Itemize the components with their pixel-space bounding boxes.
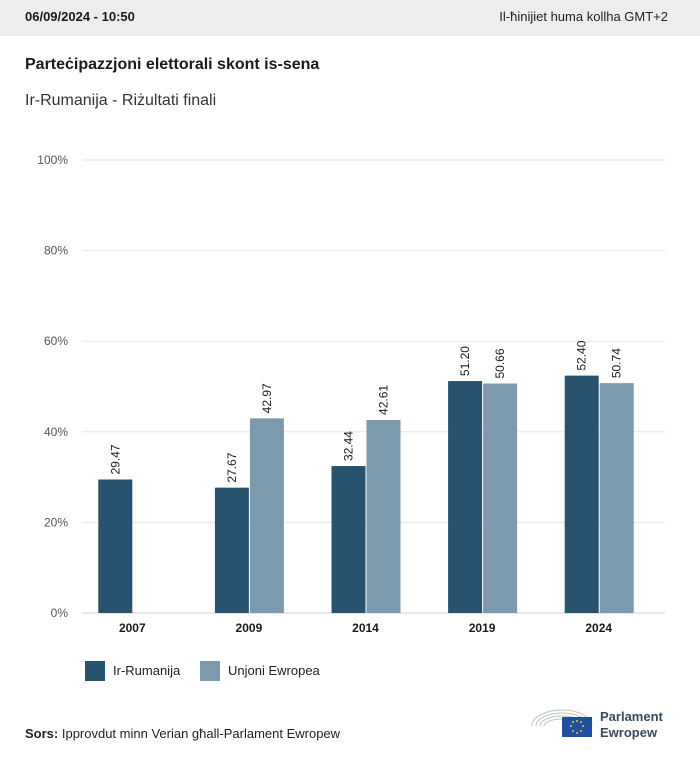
- x-tick-label: 2009: [236, 621, 263, 635]
- data-label: 32.44: [342, 431, 356, 461]
- timezone-note: Il-ħinijiet huma kollha GMT+2: [499, 9, 668, 24]
- bar: [366, 419, 401, 613]
- ep-logo: Parlament Ewropew: [528, 700, 678, 742]
- chart-title: Parteċipazzjoni elettorali skont is-sena: [25, 56, 320, 73]
- y-tick-label: 0%: [51, 606, 69, 620]
- bar: [564, 375, 599, 613]
- data-label: 50.66: [493, 348, 507, 378]
- legend-label-eu: Unjoni Ewropea: [228, 663, 320, 678]
- data-label: 29.47: [108, 444, 122, 474]
- y-tick-label: 20%: [44, 515, 68, 529]
- y-tick-label: 80%: [44, 244, 68, 258]
- bar: [599, 383, 634, 613]
- x-tick-label: 2007: [119, 621, 146, 635]
- x-tick-label: 2014: [352, 621, 379, 635]
- y-tick-label: 40%: [44, 425, 68, 439]
- y-tick-label: 100%: [37, 153, 68, 167]
- data-label: 51.20: [458, 346, 472, 376]
- legend-swatch-eu: [200, 661, 220, 681]
- logo-line-1: Parlament: [600, 709, 663, 724]
- source-note: Sors: Ipprovdut minn Verian għall-Parlam…: [25, 726, 340, 741]
- top-bar: 06/09/2024 - 10:50 Il-ħinijiet huma koll…: [0, 0, 700, 36]
- source-text: Ipprovdut minn Verian għall-Parlament Ew…: [58, 726, 341, 741]
- logo-line-2: Ewropew: [600, 725, 658, 740]
- bar: [214, 487, 249, 613]
- y-tick-label: 60%: [44, 334, 68, 348]
- x-tick-label: 2024: [585, 621, 612, 635]
- data-label: 42.97: [260, 383, 274, 413]
- bar: [448, 381, 483, 613]
- source-label: Sors:: [25, 726, 59, 741]
- bar-chart: 0% 20% 40% 60% 80% 100% 29.47 2007 27.67 42.97 200…: [37, 153, 665, 635]
- data-label: 52.40: [575, 340, 589, 370]
- hemicycle-eu-flag-icon: [531, 709, 593, 737]
- bar: [98, 479, 133, 613]
- bar: [483, 383, 518, 613]
- x-tick-label: 2019: [469, 621, 496, 635]
- chart-subtitle: Ir-Rumanija - Riżultati finali: [25, 92, 217, 109]
- datetime: 06/09/2024 - 10:50: [25, 9, 135, 24]
- legend-label-romania: Ir-Rumanija: [113, 663, 181, 678]
- legend-swatch-romania: [85, 661, 105, 681]
- bar: [331, 466, 366, 613]
- data-label: 42.61: [377, 385, 391, 415]
- bar: [249, 418, 284, 613]
- logo-text: Parlament Ewropew: [600, 709, 663, 741]
- data-label: 50.74: [610, 348, 624, 378]
- data-label: 27.67: [225, 452, 239, 482]
